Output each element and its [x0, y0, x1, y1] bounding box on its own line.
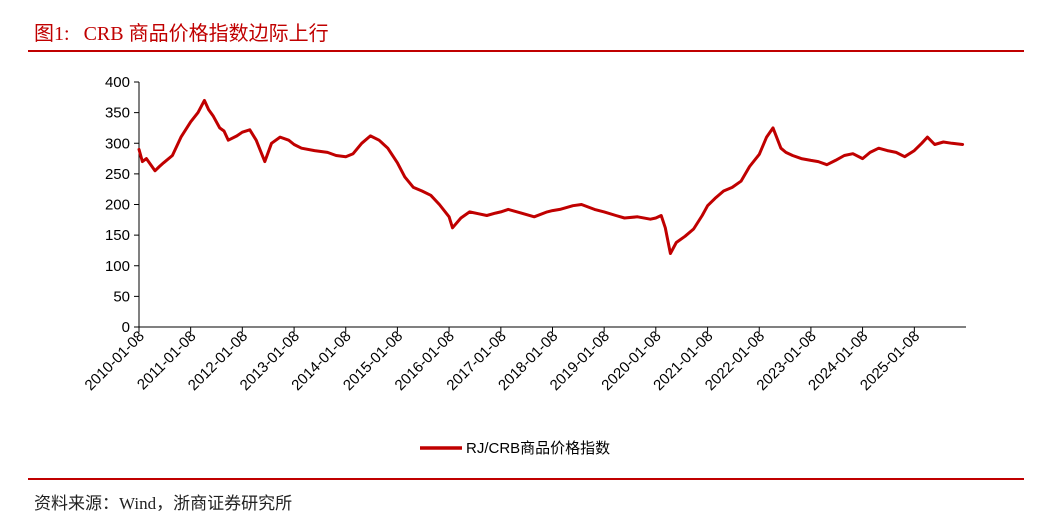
series-layer — [137, 98, 965, 255]
x-axis-ticks: 2010-01-082011-01-082012-01-082013-01-08… — [82, 327, 923, 394]
figure-title: 图1: CRB 商品价格指数边际上行 — [34, 17, 329, 46]
title-divider — [28, 50, 1024, 52]
footer-divider — [28, 478, 1024, 480]
legend-label: RJ/CRB商品价格指数 — [466, 440, 610, 457]
y-tick-label: 150 — [105, 227, 130, 244]
y-tick-label: 250 — [105, 166, 130, 183]
figure-title-text: CRB 商品价格指数边际上行 — [83, 23, 329, 45]
y-tick-label: 100 — [105, 258, 130, 275]
y-tick-label: 300 — [105, 135, 130, 152]
y-tick-label: 200 — [105, 197, 130, 214]
y-tick-label: 50 — [113, 288, 130, 305]
y-tick-label: 350 — [105, 105, 130, 122]
y-axis-ticks: 0 50 100 150 200 250 300 350 400 — [105, 74, 139, 336]
source-note: 资料来源：Wind，浙商证券研究所 — [34, 494, 293, 513]
chart-axes — [138, 82, 966, 328]
y-tick-label: 0 — [122, 319, 130, 336]
series-line — [137, 98, 965, 255]
y-tick-label: 400 — [105, 74, 130, 91]
chart-legend: RJ/CRB商品价格指数 — [420, 440, 610, 457]
figure-number: 图1: — [34, 23, 70, 45]
